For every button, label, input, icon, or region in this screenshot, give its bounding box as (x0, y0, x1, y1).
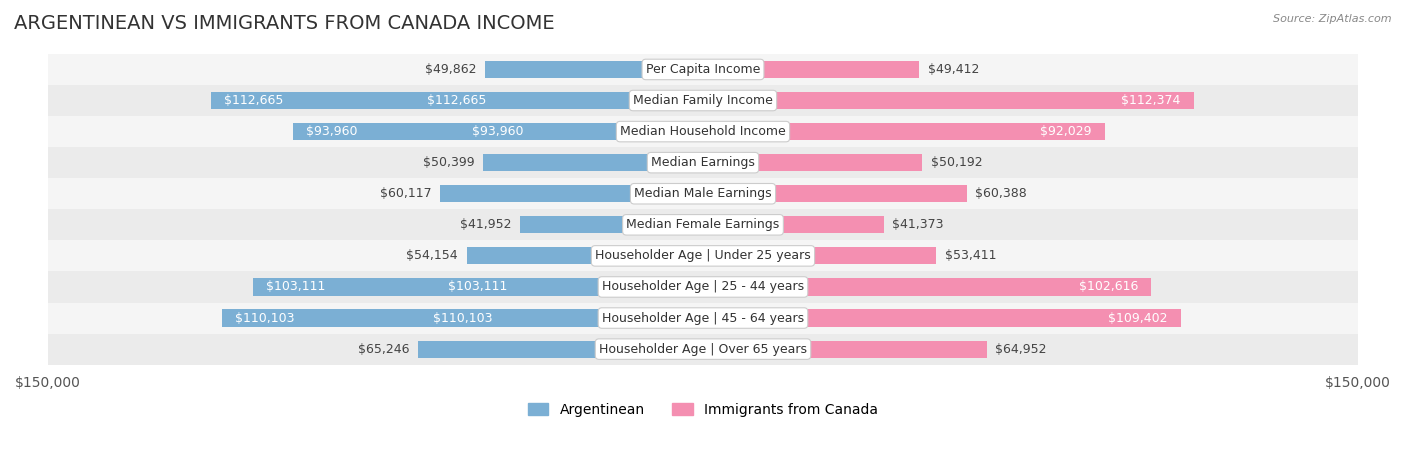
Bar (253, 278, 703, 296)
Bar (292, 123, 703, 140)
Text: Median Household Income: Median Household Income (620, 125, 786, 138)
Text: Householder Age | Over 65 years: Householder Age | Over 65 years (599, 343, 807, 355)
Text: $53,411: $53,411 (945, 249, 997, 262)
Text: Householder Age | 25 - 44 years: Householder Age | 25 - 44 years (602, 281, 804, 293)
Text: $41,952: $41,952 (460, 218, 510, 231)
Bar (482, 154, 703, 171)
Text: Median Female Earnings: Median Female Earnings (627, 218, 779, 231)
Bar (48, 54, 1358, 85)
Text: $60,117: $60,117 (380, 187, 432, 200)
Bar (467, 248, 703, 264)
Bar (703, 216, 884, 234)
Text: Median Family Income: Median Family Income (633, 94, 773, 107)
Text: $50,399: $50,399 (423, 156, 474, 169)
Text: Median Earnings: Median Earnings (651, 156, 755, 169)
Text: $50,192: $50,192 (931, 156, 983, 169)
Bar (48, 271, 1358, 303)
Text: ARGENTINEAN VS IMMIGRANTS FROM CANADA INCOME: ARGENTINEAN VS IMMIGRANTS FROM CANADA IN… (14, 14, 555, 33)
Text: $93,960: $93,960 (305, 125, 357, 138)
Text: Householder Age | 45 - 64 years: Householder Age | 45 - 64 years (602, 311, 804, 325)
Bar (440, 185, 703, 202)
Text: $92,029: $92,029 (1040, 125, 1092, 138)
Bar (48, 147, 1358, 178)
Bar (703, 185, 967, 202)
Bar (48, 241, 1358, 271)
Text: $112,374: $112,374 (1121, 94, 1181, 107)
Text: $54,154: $54,154 (406, 249, 458, 262)
Legend: Argentinean, Immigrants from Canada: Argentinean, Immigrants from Canada (522, 397, 884, 422)
Text: $49,412: $49,412 (928, 63, 979, 76)
Text: $103,111: $103,111 (266, 281, 325, 293)
Bar (703, 92, 1194, 109)
Bar (703, 310, 1181, 326)
Text: $102,616: $102,616 (1078, 281, 1137, 293)
Text: $60,388: $60,388 (976, 187, 1028, 200)
Text: $109,402: $109,402 (1108, 311, 1167, 325)
Bar (48, 209, 1358, 241)
Bar (520, 216, 703, 234)
Bar (703, 278, 1152, 296)
Bar (222, 310, 703, 326)
Bar (48, 116, 1358, 147)
Text: $65,246: $65,246 (359, 343, 409, 355)
Bar (485, 61, 703, 78)
Text: Source: ZipAtlas.com: Source: ZipAtlas.com (1274, 14, 1392, 24)
Bar (703, 61, 918, 78)
Text: $110,103: $110,103 (433, 311, 492, 325)
Bar (48, 85, 1358, 116)
Text: $110,103: $110,103 (235, 311, 295, 325)
Bar (703, 123, 1105, 140)
Text: $93,960: $93,960 (472, 125, 523, 138)
Bar (703, 340, 987, 358)
Text: $41,373: $41,373 (893, 218, 943, 231)
Text: $49,862: $49,862 (425, 63, 477, 76)
Text: $64,952: $64,952 (995, 343, 1047, 355)
Text: Householder Age | Under 25 years: Householder Age | Under 25 years (595, 249, 811, 262)
Text: Per Capita Income: Per Capita Income (645, 63, 761, 76)
Bar (48, 333, 1358, 365)
Bar (48, 178, 1358, 209)
Bar (703, 248, 936, 264)
Bar (48, 303, 1358, 333)
Text: $103,111: $103,111 (449, 281, 508, 293)
Text: Median Male Earnings: Median Male Earnings (634, 187, 772, 200)
Bar (418, 340, 703, 358)
Text: $112,665: $112,665 (427, 94, 486, 107)
Bar (211, 92, 703, 109)
Bar (703, 154, 922, 171)
Text: $112,665: $112,665 (224, 94, 284, 107)
